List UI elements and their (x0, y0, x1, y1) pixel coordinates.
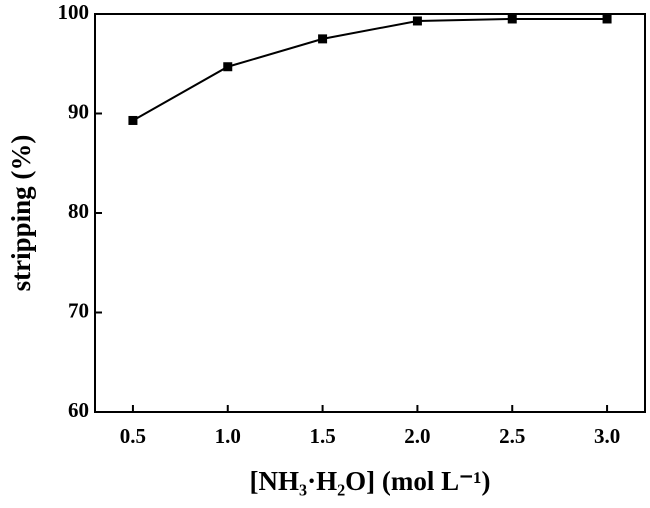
point (412, 16, 422, 26)
y-tick-label: 90 (68, 99, 89, 123)
series-line (132, 17, 608, 122)
y-tick-label: 100 (58, 0, 90, 24)
y-tick-label: 70 (68, 298, 89, 322)
point (602, 14, 612, 24)
x-tick-label: 1.5 (309, 424, 335, 448)
x-tick-label: 0.5 (120, 424, 146, 448)
point (507, 14, 517, 24)
plot-frame (94, 13, 646, 413)
y-tick-label: 60 (68, 398, 89, 422)
x-tick-label: 1.0 (215, 424, 241, 448)
x-tick-label: 2.0 (404, 424, 430, 448)
point (128, 115, 138, 125)
x-tick-label: 2.5 (499, 424, 525, 448)
y-axis-label: stripping (%) (6, 135, 36, 292)
x-tick-label: 3.0 (594, 424, 620, 448)
y-tick-label: 80 (68, 199, 89, 223)
x-axis-label: [NH₃·H₂O] (mol L⁻¹) (249, 466, 490, 496)
point (223, 62, 233, 72)
point (318, 34, 328, 44)
